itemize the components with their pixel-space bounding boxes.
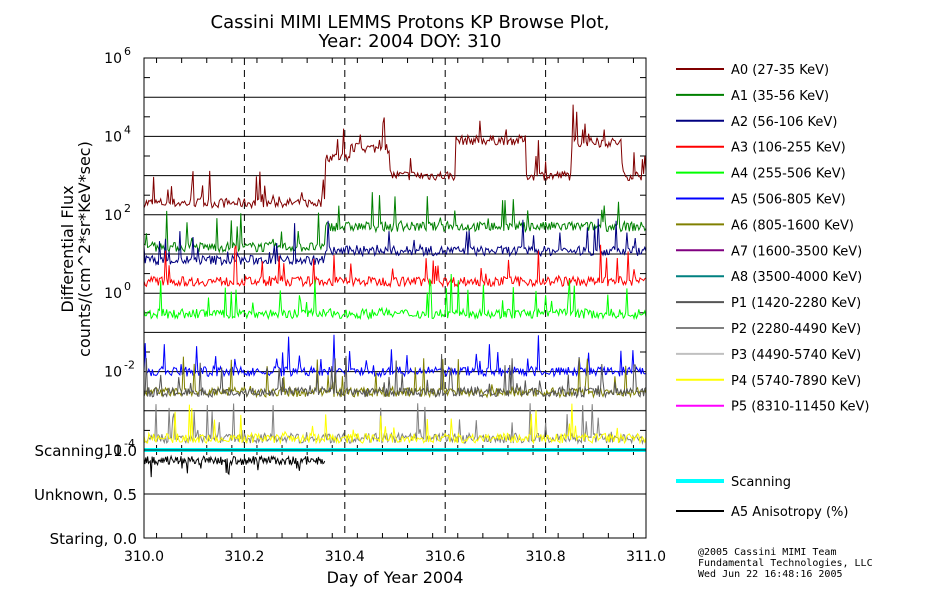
y-tick-label: 10	[104, 286, 122, 302]
y-axis-unit-label: counts/(cm^2*sr*KeV*sec)	[75, 141, 94, 357]
y-tick-label: 10	[104, 51, 122, 67]
y-axis-label: Differential Flux	[58, 185, 77, 312]
series-line-10	[143, 403, 647, 446]
legend-label: P1 (1420-2280 KeV)	[731, 296, 861, 311]
x-axis-label: Day of Year 2004	[327, 568, 464, 587]
anisotropy-line	[143, 454, 326, 478]
legend-label: A4 (255-506 KeV)	[731, 167, 846, 182]
lower-y-label: Staring, 0.0	[50, 530, 137, 548]
legend-label: A7 (1600-3500 KeV)	[731, 244, 862, 259]
series-line-1	[143, 192, 647, 254]
legend-label: A8 (3500-4000 KeV)	[731, 270, 862, 285]
y-tick-label: 10	[104, 129, 122, 145]
legend-label: A0 (27-35 KeV)	[731, 63, 829, 78]
x-tick-label: 311.0	[626, 549, 666, 565]
x-tick-label: 310.8	[526, 549, 566, 565]
series-line-2	[143, 218, 647, 267]
lower-y-label: Unknown, 0.5	[34, 486, 137, 504]
legend-label: A6 (805-1600 KeV)	[731, 218, 854, 233]
x-tick-label: 310.4	[325, 549, 365, 565]
y-tick-exponent: 2	[124, 202, 131, 215]
lower-y-label: Scanning, 1.0	[34, 442, 137, 460]
y-tick-exponent: -4	[124, 437, 135, 450]
lower-panel-labels: Scanning, 1.0 Unknown, 0.5 Staring, 0.0	[34, 442, 137, 548]
legend-label: P3 (4490-5740 KeV)	[731, 348, 861, 363]
series-lines	[143, 104, 647, 478]
legend-label: A3 (106-255 KeV)	[731, 141, 846, 156]
y-tick-label: 10	[104, 208, 122, 224]
series-line-9	[143, 353, 647, 399]
y-tick-label: 10	[104, 365, 122, 381]
plot-frames	[143, 57, 647, 539]
legend-label: P5 (8310-11450 KeV)	[731, 400, 869, 415]
y-tick-exponent: 0	[124, 280, 131, 293]
x-tick-labels: 310.0 310.2 310.4 310.6 310.8 311.0	[124, 549, 666, 565]
x-tick-label: 310.0	[124, 549, 164, 565]
copyright-text: @2005 Cassini MIMI Team	[698, 547, 836, 558]
y-tick-exponent: 6	[124, 45, 131, 58]
y-tick-exponent: -2	[124, 359, 135, 372]
lower-legend-label: Scanning	[731, 475, 791, 490]
company-text: Fundamental Technologies, LLC	[698, 558, 873, 569]
y-tick-label: 10	[104, 443, 122, 459]
legend: A0 (27-35 KeV) A1 (35-56 KeV) A2 (56-106 K…	[676, 63, 869, 415]
x-tick-label: 310.6	[425, 549, 465, 565]
legend-label: A2 (56-106 KeV)	[731, 115, 837, 130]
series-line-0	[143, 104, 647, 210]
series-line-3	[143, 244, 647, 288]
legend-label: A5 (506-805 KeV)	[731, 193, 846, 208]
series-line-12	[143, 403, 647, 445]
legend-label: P2 (2280-4490 KeV)	[731, 322, 861, 337]
chart-title: Cassini MIMI LEMMS Protons KP Browse Plo…	[211, 12, 610, 33]
chart-subtitle: Year: 2004 DOY: 310	[318, 31, 502, 52]
lower-plot-frame	[143, 449, 647, 539]
y-tick-exponent: 4	[124, 123, 131, 136]
legend-label: P4 (5740-7890 KeV)	[731, 374, 861, 389]
x-tick-label: 310.2	[224, 549, 264, 565]
legend-label: A1 (35-56 KeV)	[731, 89, 829, 104]
date-text: Wed Jun 22 16:48:16 2005	[698, 569, 843, 580]
series-line-4	[143, 273, 647, 321]
series-line-5	[143, 334, 647, 379]
lower-legend: Scanning A5 Anisotropy (%)	[676, 475, 848, 520]
grid-lines	[144, 58, 646, 538]
lower-legend-label: A5 Anisotropy (%)	[731, 505, 848, 520]
